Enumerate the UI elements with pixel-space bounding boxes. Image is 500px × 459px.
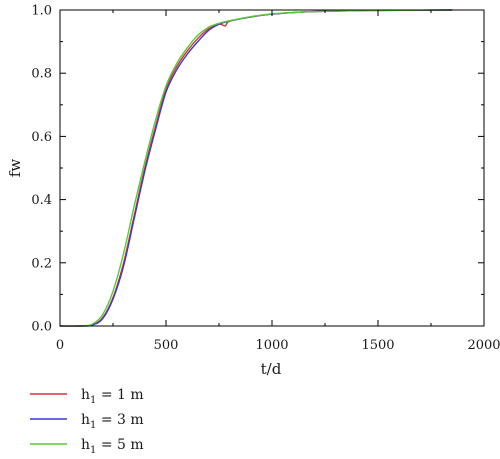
legend-label-h1-3m: h1 = 3 m <box>81 412 144 431</box>
x-tick-label: 500 <box>154 338 179 353</box>
x-tick-label: 2000 <box>467 338 500 353</box>
y-tick-label: 0.0 <box>31 320 52 335</box>
y-tick-label: 0.2 <box>31 256 52 271</box>
plot-frame <box>59 9 485 327</box>
axes: 0 500 1000 1500 2000 0.0 0.2 0.4 0.6 0.8 1.0 <box>31 4 500 354</box>
plot-area <box>59 9 453 327</box>
x-tick-label: 1000 <box>255 338 288 353</box>
y-axis-title: fw <box>6 159 24 178</box>
x-tick-label: 0 <box>56 338 64 353</box>
x-tick-label: 1500 <box>361 338 394 353</box>
series-line-h1-1m <box>59 9 453 327</box>
x-axis-title: t/d <box>261 360 282 378</box>
series-line-h1-5m <box>59 9 453 327</box>
y-tick-label: 0.4 <box>31 193 52 208</box>
legend-label-h1-1m: h1 = 1 m <box>81 387 144 406</box>
y-tick-label: 0.6 <box>31 130 52 145</box>
y-tick-label: 0.8 <box>31 67 52 82</box>
y-tick-label: 1.0 <box>31 4 52 19</box>
legend-label-h1-5m: h1 = 5 m <box>81 437 144 456</box>
legend: h1 = 1 m h1 = 3 m h1 = 5 m <box>30 387 144 456</box>
